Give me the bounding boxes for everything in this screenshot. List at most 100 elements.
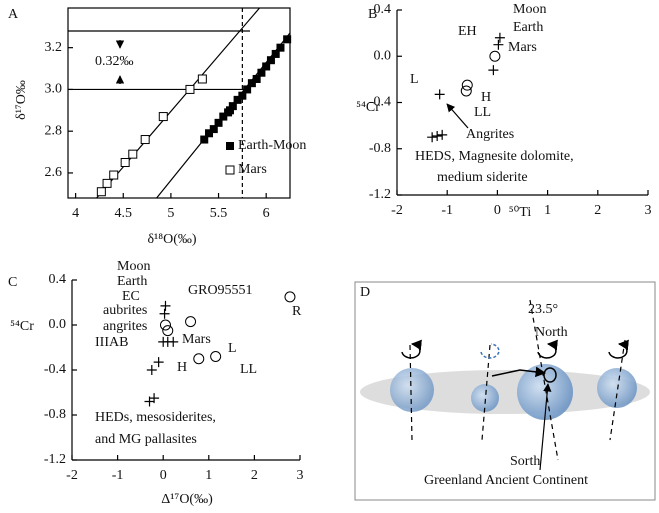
axis — [609, 339, 626, 441]
y-tick-label: -0.8 — [369, 141, 391, 156]
point — [144, 396, 155, 407]
point — [262, 62, 271, 71]
x-tick-label: -1 — [112, 468, 124, 483]
point — [247, 79, 256, 88]
x-tick-label: -2 — [66, 468, 78, 483]
plot-frame — [67, 7, 291, 199]
point — [162, 325, 174, 337]
annotation: IIIAB — [95, 335, 128, 350]
point — [489, 50, 501, 62]
caption: Greenland Ancient Continent — [424, 473, 588, 488]
annotation: and MG pallasites — [95, 432, 197, 447]
x-tick-label: 0 — [494, 203, 501, 218]
point — [209, 125, 218, 134]
y-tick-label: 3.2 — [45, 40, 63, 55]
y-tick-label: 0.4 — [49, 272, 67, 287]
annotation: EH — [458, 24, 477, 39]
point — [185, 84, 195, 94]
point — [276, 43, 285, 52]
x-axis-label: Δ¹⁷O(‰) — [161, 492, 213, 507]
y-tick-label: -0.4 — [369, 95, 391, 110]
arrow — [491, 366, 547, 378]
point — [233, 95, 242, 104]
point — [102, 178, 112, 188]
point — [432, 131, 443, 142]
point — [460, 85, 472, 97]
y-tick-label: 2.8 — [45, 123, 63, 138]
x-tick-label: 2 — [251, 468, 258, 483]
arrow — [446, 103, 469, 129]
y-axis-label: ⁵⁴Cr — [10, 319, 34, 334]
point — [159, 308, 170, 319]
y-tick-label: 3.0 — [45, 82, 63, 97]
y-axis-label: δ¹⁷O‰ — [14, 80, 29, 120]
legend-marker — [226, 142, 234, 150]
y-tick-label: 0.4 — [374, 2, 392, 17]
annotation: Sorth — [510, 454, 540, 469]
point — [214, 118, 223, 127]
annotation: H — [481, 90, 491, 105]
x-tick-label: 2 — [594, 203, 601, 218]
point — [128, 149, 138, 159]
y-tick-label: -0.4 — [44, 362, 66, 377]
annotation: LL — [240, 362, 257, 377]
spin-arrow — [537, 339, 558, 359]
sphere — [390, 368, 434, 412]
point — [146, 365, 157, 375]
x-tick-label: 3 — [297, 468, 304, 483]
point — [185, 316, 197, 328]
legend-marker — [225, 165, 235, 175]
point — [205, 129, 214, 138]
y-tick-label: 2.6 — [45, 165, 63, 180]
annotation: Angrites — [466, 127, 514, 142]
annotation: HEDs, mesosiderites, — [95, 410, 216, 425]
y-tick-label: -0.8 — [44, 407, 66, 422]
spin-arrow — [401, 339, 422, 359]
annotation: R — [292, 304, 302, 319]
point — [437, 129, 448, 140]
x-tick-label: 3 — [645, 203, 652, 218]
point — [153, 357, 164, 368]
sphere — [597, 368, 637, 408]
point — [168, 336, 179, 347]
point — [271, 49, 280, 58]
point — [283, 35, 292, 44]
point — [197, 74, 207, 84]
point — [193, 353, 205, 365]
point — [493, 39, 504, 50]
continent — [543, 367, 557, 383]
point — [434, 89, 445, 100]
legend-label: Mars — [238, 162, 267, 177]
sphere — [517, 364, 573, 420]
orbit-band — [360, 370, 650, 414]
point — [200, 135, 209, 144]
point — [109, 170, 119, 180]
annotation: HEDS, Magnesite dolomite, — [415, 149, 574, 164]
annotation: aubrites — [103, 303, 147, 318]
spin-arrow — [608, 339, 629, 359]
point — [160, 300, 171, 311]
point — [494, 32, 505, 43]
x-axis-label: δ¹⁸O(‰) — [147, 232, 196, 247]
annotation: L — [410, 72, 419, 87]
panel-d: D 23.5° North Sorth Greenland Ancient Co… — [354, 281, 656, 501]
annotation: 0.32‰ — [95, 54, 134, 69]
x-tick-label: -2 — [391, 203, 403, 218]
x-tick-label: 1 — [205, 468, 212, 483]
x-tick-label: 5 — [167, 206, 174, 221]
legend-label: Earth-Moon — [238, 138, 306, 153]
y-axis-label: ⁵⁴Cr — [356, 100, 380, 115]
arrow — [539, 383, 552, 471]
point — [488, 65, 499, 76]
point — [228, 102, 237, 111]
x-tick-label: 6 — [263, 206, 270, 221]
point — [96, 187, 106, 197]
y-tick-label: 0.0 — [374, 48, 392, 63]
annotation: GRO95551 — [188, 283, 253, 298]
annotation: H — [177, 360, 187, 375]
panel-label: C — [8, 275, 17, 290]
panel-label: A — [8, 7, 19, 22]
point — [252, 74, 261, 83]
x-tick-label: 5.5 — [210, 206, 228, 221]
